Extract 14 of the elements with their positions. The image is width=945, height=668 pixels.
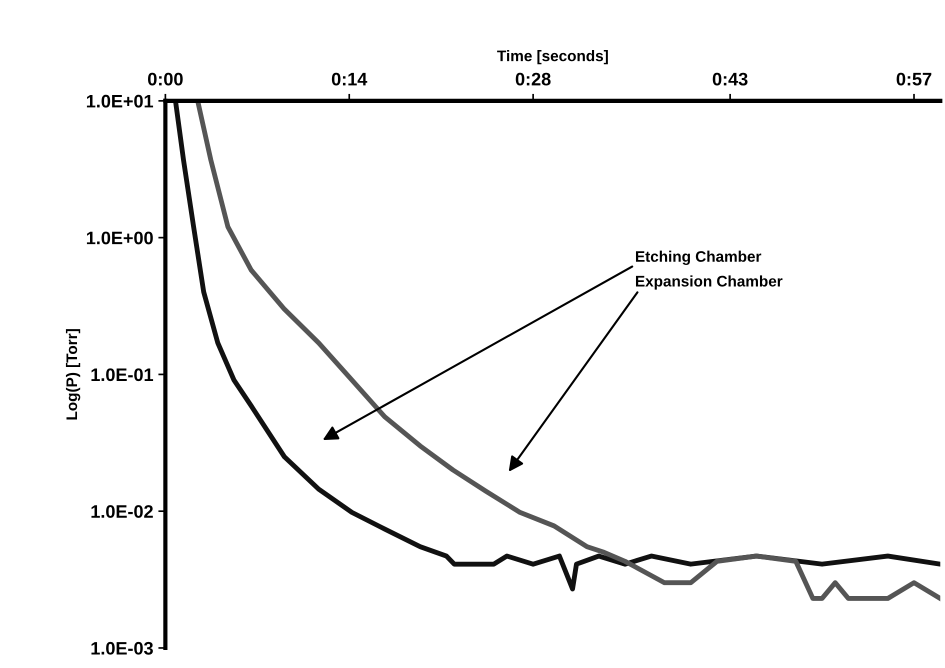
y-tick-label: 1.0E+01 [86,94,154,108]
x-tick-label: 0:14 [332,72,368,86]
x-tick-label: 0:00 [148,72,183,86]
y-tick-label: 1.0E-01 [91,368,154,382]
y-tick-label: 1.0E-02 [91,505,153,518]
y-axis-title: Log(P) [Torr] [66,329,80,420]
y-tick-label: 1.0E+00 [86,232,153,244]
x-axis-title: Time [seconds] [497,50,608,64]
x-tick-label: 0:57 [896,72,932,86]
annotation: Expansion Chamber [636,275,782,290]
x-tick-label: 0:43 [712,72,748,86]
annotation: Etching Chamber [636,250,762,265]
y-tick-label: 1.0E-03 [91,642,153,655]
x-tick-label: 0:28 [516,72,551,86]
